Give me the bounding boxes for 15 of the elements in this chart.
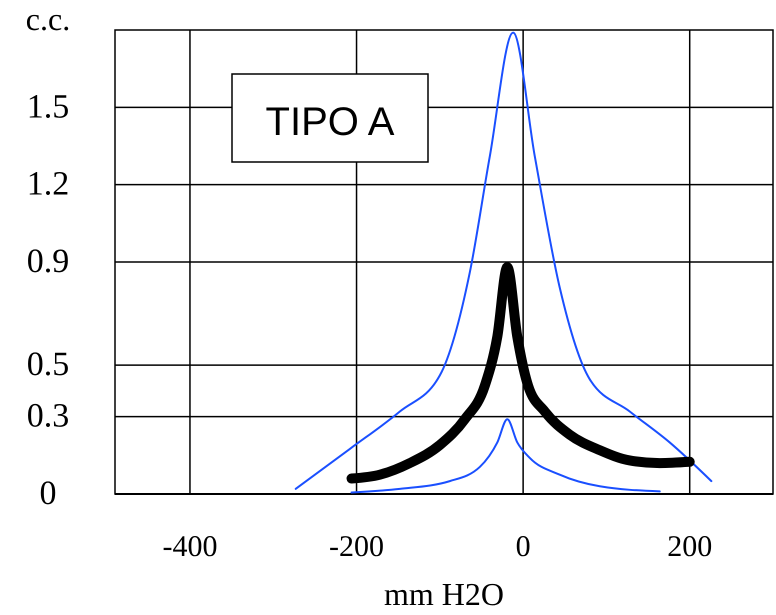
x-tick-label: -400 [162,530,218,563]
x-tick-label: 200 [667,530,712,563]
y-tick-label: 0.3 [26,398,70,435]
x-tick-label: 0 [516,530,531,563]
line-series [350,418,661,494]
y-tick-label: 0.5 [26,346,70,384]
note-box: TIPO A [231,73,429,163]
y-tick-label: 0.9 [26,243,70,280]
y-tick-label: 0 [40,475,56,512]
annotation: TIPO A [266,100,395,144]
y-tick-label: 1.2 [26,166,70,203]
x-axis-title: mm H2O [384,576,504,612]
x-tick-label: -200 [329,530,384,563]
y-axis-title: c.c. [26,1,70,37]
y-tick-label: 1.5 [26,88,70,126]
